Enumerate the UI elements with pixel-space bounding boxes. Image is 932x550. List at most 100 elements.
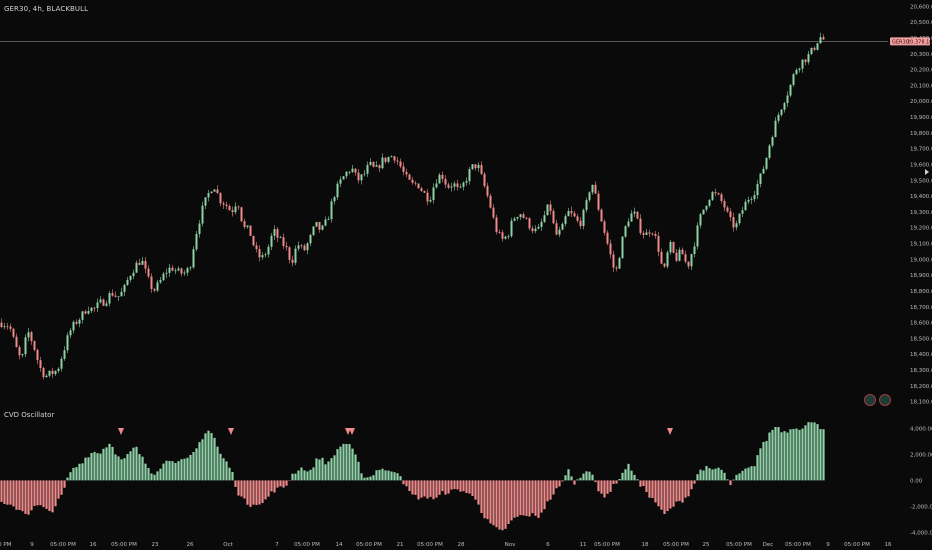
indicator-badge-2[interactable] (879, 394, 891, 406)
oscillator-bar (738, 473, 741, 481)
oscillator-bar (459, 480, 462, 492)
indicator-badge-1[interactable] (864, 394, 876, 406)
oscillator-tick-label: 4,000.00 (910, 426, 932, 432)
candle-body (627, 221, 630, 227)
candle-body (654, 233, 657, 236)
candle-body (36, 349, 39, 361)
candle-body (594, 184, 597, 194)
time-tick-label: 05:00 PM (111, 542, 137, 548)
oscillator-bar (801, 428, 804, 481)
oscillator-bar (519, 480, 522, 516)
candle-body (642, 233, 645, 235)
candle-body (624, 226, 627, 237)
candle-body (636, 211, 639, 219)
candle-body (15, 336, 18, 348)
price-tick-label: 18,700.00 (910, 305, 932, 311)
oscillator-bar (615, 480, 618, 484)
oscillator-bar (498, 480, 501, 530)
oscillator-bar (195, 448, 198, 481)
candle-body (510, 220, 513, 237)
candle-body (768, 145, 771, 158)
candle-body (648, 232, 651, 234)
oscillator-bar (375, 470, 378, 481)
candle-body (210, 191, 213, 194)
candle-body (657, 235, 660, 252)
oscillator-bar (84, 457, 87, 481)
candle-body (213, 189, 216, 192)
candle-body (645, 232, 648, 235)
oscillator-bar (672, 480, 675, 507)
oscillator-bar (804, 425, 807, 481)
oscillator-bar (6, 480, 9, 505)
oscillator-bar (60, 480, 63, 495)
candle-body (486, 186, 489, 196)
oscillator-bar (540, 480, 543, 513)
candle-body (327, 219, 330, 220)
oscillator-bar (453, 480, 456, 490)
oscillator-bar (15, 480, 18, 510)
oscillator-bar (366, 477, 369, 481)
oscillator-bar (552, 480, 555, 495)
candle-body (114, 295, 117, 297)
candle-body (438, 174, 441, 184)
candle-body (363, 173, 366, 175)
candle-body (675, 252, 678, 261)
candle-body (183, 272, 186, 274)
oscillator-bar (393, 472, 396, 481)
candle-body (6, 326, 9, 328)
candle-body (414, 182, 417, 184)
candle-body (789, 84, 792, 96)
oscillator-bar (651, 480, 654, 499)
candle-body (75, 321, 78, 324)
oscillator-bar (525, 480, 528, 516)
candle-body (396, 160, 399, 162)
oscillator-bar (741, 470, 744, 481)
current-price-label-symbol: GER30 (892, 39, 909, 45)
oscillator-bar (660, 480, 663, 510)
signal-marker (118, 428, 124, 435)
candle-body (165, 272, 168, 274)
oscillator-bar (513, 480, 516, 518)
oscillator-bar (576, 479, 579, 481)
oscillator-bar (435, 480, 438, 498)
oscillator-bar (54, 480, 57, 507)
price-tick-label: 19,300.00 (910, 210, 932, 216)
oscillator-bar (606, 480, 609, 494)
candle-body (432, 187, 435, 201)
oscillator-bar (762, 441, 765, 481)
oscillator-bar (546, 480, 549, 502)
oscillator-bar (624, 469, 627, 481)
oscillator-bar (252, 480, 255, 505)
time-tick-label: 05:00 PM (594, 542, 620, 548)
candle-body (99, 299, 102, 303)
oscillator-bar (78, 463, 81, 481)
oscillator-bar (297, 470, 300, 481)
candle-body (504, 236, 507, 239)
oscillator-bar (621, 472, 624, 481)
oscillator-bar (312, 467, 315, 481)
candle-body (117, 296, 120, 298)
signal-marker (228, 428, 234, 435)
oscillator-bar (495, 480, 498, 528)
candle-body (171, 267, 174, 271)
candle-body (753, 195, 756, 200)
oscillator-bar (696, 474, 699, 481)
candle-body (3, 326, 6, 328)
oscillator-bar (816, 424, 819, 481)
oscillator-bar (87, 457, 90, 481)
candle-body (228, 205, 231, 211)
candle-body (51, 370, 54, 375)
oscillator-tick-label: 2,000.00 (910, 452, 932, 458)
candle-body (690, 254, 693, 267)
oscillator-bar (90, 453, 93, 481)
candle-body (258, 249, 261, 258)
candle-body (162, 273, 165, 281)
oscillator-bar (432, 480, 435, 500)
oscillator-bar (681, 480, 684, 503)
candle-body (540, 221, 543, 227)
oscillator-bar (489, 480, 492, 524)
oscillator-bar (423, 480, 426, 497)
oscillator-bar (417, 480, 420, 500)
oscillator-bar (150, 473, 153, 481)
oscillator-bar (438, 480, 441, 495)
